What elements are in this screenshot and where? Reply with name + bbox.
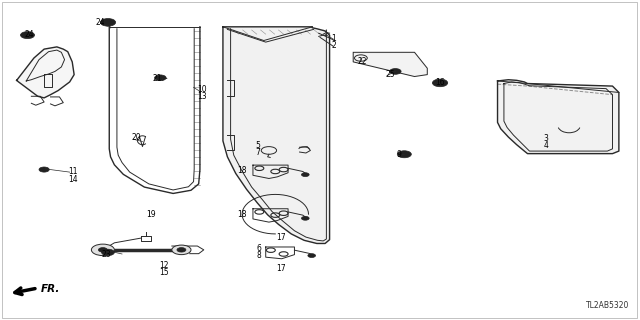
Circle shape	[390, 68, 401, 74]
Circle shape	[100, 19, 116, 26]
Text: 25: 25	[385, 70, 395, 79]
Polygon shape	[353, 52, 428, 76]
Text: 16: 16	[435, 78, 445, 87]
Text: 12: 12	[159, 261, 168, 270]
Text: 6: 6	[256, 244, 261, 253]
Text: 19: 19	[147, 210, 156, 219]
Text: 17: 17	[276, 264, 286, 274]
Text: 3: 3	[543, 134, 548, 143]
Text: 11: 11	[68, 167, 77, 176]
Text: 17: 17	[276, 233, 286, 242]
Circle shape	[308, 254, 316, 258]
Text: 4: 4	[543, 141, 548, 150]
Circle shape	[39, 167, 49, 172]
Text: 13: 13	[197, 92, 207, 101]
Text: 21: 21	[153, 74, 162, 83]
Text: 7: 7	[255, 148, 260, 157]
Text: 8: 8	[256, 251, 261, 260]
Text: 14: 14	[68, 175, 77, 184]
Polygon shape	[497, 80, 619, 154]
Text: 24: 24	[25, 30, 35, 39]
Circle shape	[99, 248, 108, 252]
Circle shape	[301, 173, 309, 177]
Circle shape	[172, 245, 191, 255]
Text: 2: 2	[332, 41, 336, 50]
Polygon shape	[223, 27, 330, 244]
Text: 22: 22	[357, 57, 367, 66]
Text: 5: 5	[255, 141, 260, 150]
Text: 10: 10	[197, 85, 207, 94]
Circle shape	[397, 151, 412, 158]
Circle shape	[155, 75, 166, 81]
Text: 18: 18	[237, 210, 246, 219]
Text: 18: 18	[237, 166, 246, 175]
Circle shape	[102, 249, 115, 256]
Circle shape	[177, 248, 186, 252]
Polygon shape	[17, 47, 74, 98]
Text: 20: 20	[132, 133, 141, 142]
Text: 1: 1	[332, 34, 336, 43]
Text: 23: 23	[102, 251, 111, 260]
Circle shape	[301, 216, 309, 220]
Circle shape	[92, 244, 115, 256]
Text: 24: 24	[95, 19, 105, 28]
Text: 9: 9	[397, 150, 401, 159]
Circle shape	[20, 32, 35, 39]
Text: 15: 15	[159, 268, 169, 277]
Text: FR.: FR.	[40, 284, 60, 294]
Text: TL2AB5320: TL2AB5320	[586, 301, 630, 310]
Circle shape	[433, 79, 448, 87]
